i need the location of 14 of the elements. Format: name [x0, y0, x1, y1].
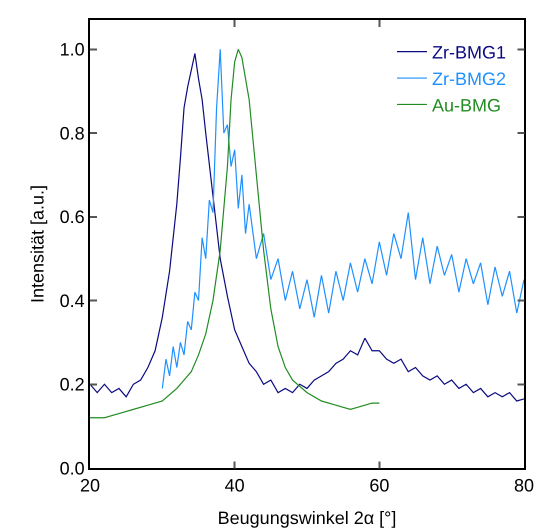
x-tick-label: 80 [514, 475, 534, 496]
legend-label: Zr-BMG2 [432, 69, 506, 90]
x-axis-title: Beugungswinkel 2α [°] [218, 508, 396, 528]
line-series [90, 48, 380, 418]
y-tick-label: 0.4 [60, 290, 85, 311]
legend-label: Au-BMG [432, 95, 501, 116]
legend-label: Zr-BMG1 [432, 42, 506, 63]
y-tick-label: 0.2 [60, 374, 85, 395]
y-axis-title: Intensität [a.u.] [28, 184, 48, 304]
x-tick-label: 60 [369, 475, 390, 496]
y-tick-label: 1.0 [60, 40, 85, 60]
y-tick-label: 0.6 [60, 207, 85, 228]
y-tick-label: 0.8 [60, 123, 85, 144]
x-tick-label: 40 [224, 475, 245, 496]
